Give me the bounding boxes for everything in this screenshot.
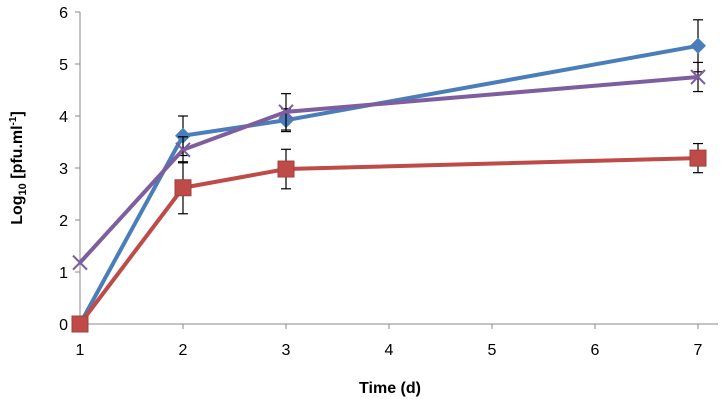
y-tick-label: 2 — [59, 213, 68, 230]
x-tick-label: 3 — [282, 342, 291, 359]
y-tick-label: 1 — [59, 265, 68, 282]
series-blue — [72, 19, 706, 332]
y-axis-label: Log10 [pfu.ml-1] — [8, 111, 29, 225]
series-line — [78, 43, 699, 325]
data-point-square — [277, 160, 295, 178]
y-tick-label: 3 — [59, 161, 68, 178]
series-red — [71, 142, 707, 333]
x-tick-label: 1 — [76, 342, 85, 359]
series-purple — [72, 61, 706, 271]
y-tick-label: 5 — [59, 57, 68, 74]
data-point-x — [72, 254, 88, 271]
y-tick-label: 0 — [59, 317, 68, 334]
x-tick-label: 6 — [591, 342, 600, 359]
x-tick-label: 7 — [694, 342, 703, 359]
y-tick-label: 4 — [59, 109, 68, 126]
data-point-diamond — [175, 127, 191, 144]
x-tick-label: 4 — [385, 342, 394, 359]
data-point-diamond — [690, 37, 706, 54]
x-tick-label: 2 — [179, 342, 188, 359]
data-point-square — [174, 179, 192, 197]
series-line — [78, 75, 699, 264]
data-point-x — [278, 104, 294, 120]
x-tick-label: 5 — [488, 342, 497, 359]
x-axis-label: Time (d) — [359, 380, 421, 397]
data-point-square — [689, 149, 707, 167]
data-point-x — [690, 69, 706, 85]
series-line — [78, 156, 699, 326]
y-tick-label: 6 — [59, 5, 68, 22]
data-point-x — [175, 142, 191, 158]
data-point-square — [71, 315, 89, 333]
